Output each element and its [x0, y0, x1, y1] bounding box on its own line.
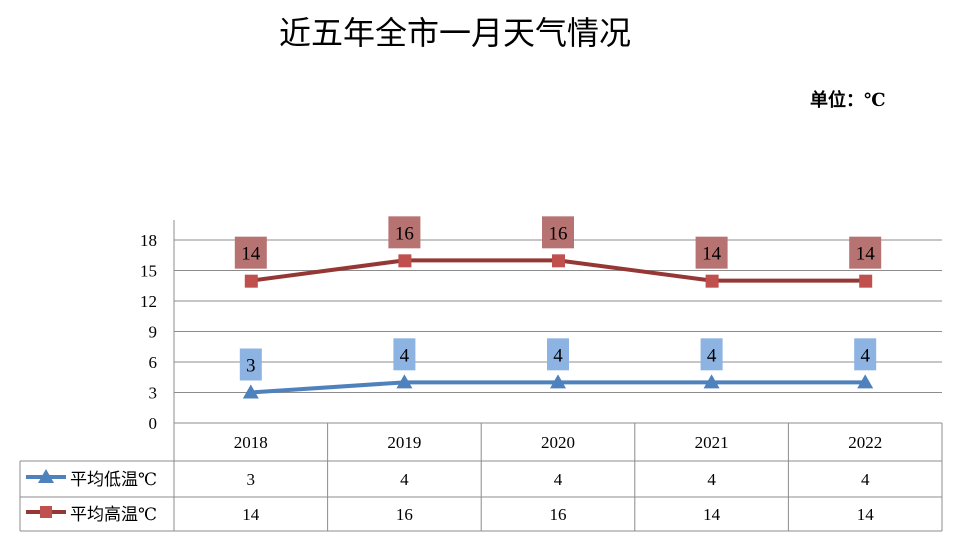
unit-label: 单位：℃: [810, 90, 886, 111]
data-label: 4: [400, 345, 410, 366]
table-cell: 4: [400, 470, 409, 489]
triangle-marker: [703, 374, 720, 389]
y-tick-label: 18: [140, 231, 157, 250]
x-tick-label: 2020: [541, 433, 575, 452]
data-label-box: [547, 338, 569, 371]
data-label-box: [234, 236, 267, 269]
data-label: 4: [553, 345, 563, 366]
table-cell: 3: [247, 470, 256, 489]
legend-label: 平均高温℃: [70, 505, 157, 524]
data-label-box: [700, 338, 723, 371]
data-label: 14: [856, 244, 876, 265]
table-cell: 16: [550, 505, 567, 524]
data-label: 14: [241, 244, 261, 265]
data-label-box: [388, 216, 421, 249]
data-label-box: [239, 348, 262, 381]
legend-label: 平均低温℃: [70, 470, 157, 489]
square-marker: [552, 254, 565, 268]
y-tick-label: 3: [149, 384, 158, 403]
triangle-marker: [396, 374, 413, 389]
table-cell: 4: [707, 470, 716, 489]
table-cell: 14: [857, 505, 875, 524]
data-label-box: [542, 216, 574, 249]
table-cell: 14: [703, 505, 721, 524]
x-tick-label: 2022: [848, 433, 882, 452]
y-tick-label: 9: [149, 323, 158, 342]
table-cell: 16: [396, 505, 413, 524]
data-label: 4: [707, 345, 717, 366]
data-label: 16: [395, 223, 414, 244]
data-label: 3: [246, 356, 256, 377]
legend-square-marker: [40, 506, 52, 518]
x-tick-label: 2019: [387, 433, 421, 452]
data-label: 4: [860, 345, 870, 366]
x-tick-label: 2018: [234, 433, 268, 452]
square-marker: [705, 274, 719, 288]
data-label-box: [854, 338, 877, 371]
x-tick-label: 2021: [695, 433, 729, 452]
y-tick-label: 15: [140, 262, 157, 281]
chart-title: 近五年全市一月天气情况: [278, 14, 631, 52]
legend-triangle-marker: [38, 469, 54, 483]
y-tick-label: 0: [149, 414, 158, 433]
data-label: 14: [702, 244, 722, 265]
data-label: 16: [549, 223, 568, 244]
table-cell: 4: [861, 470, 870, 489]
triangle-marker: [550, 374, 566, 389]
y-tick-label: 6: [149, 353, 158, 372]
table-cell: 14: [242, 505, 260, 524]
square-marker: [859, 274, 873, 288]
triangle-marker: [242, 384, 259, 399]
data-label-box: [849, 236, 882, 269]
data-label-box: [695, 236, 728, 269]
y-tick-label: 12: [140, 292, 157, 311]
triangle-marker: [857, 374, 874, 389]
table-cell: 4: [554, 470, 563, 489]
square-marker: [398, 254, 412, 268]
square-marker: [244, 274, 258, 288]
data-label-box: [393, 338, 416, 371]
